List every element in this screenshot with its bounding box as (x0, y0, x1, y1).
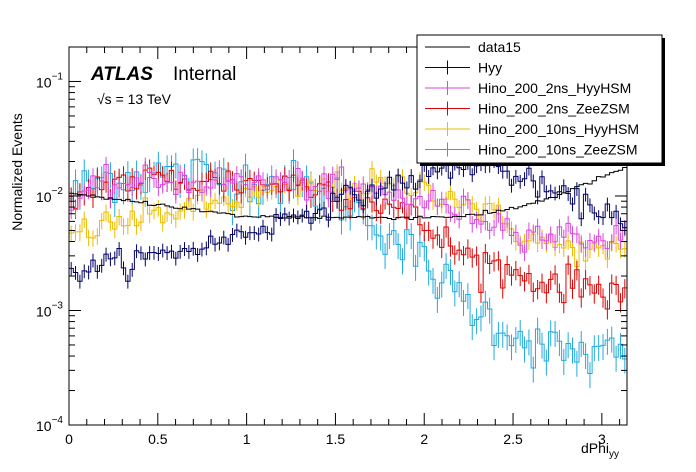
series-layer (69, 148, 627, 389)
legend-entry: Hino_200_10ns_ZeeZSM (425, 142, 638, 158)
legend-entry: Hino_200_2ns_ZeeZSM (425, 101, 630, 117)
x-tick-label: 2 (420, 431, 428, 447)
x-axis-title: dPhiyy (581, 440, 619, 460)
legend-label: data15 (478, 39, 521, 55)
legend: data15 Hyy Hino_200_2ns_HyyHSM Hino_200_2ns… (416, 34, 665, 166)
series-line-Hino_200_2ns_ZeeZSM (69, 167, 627, 310)
legend-entries: data15 Hyy Hino_200_2ns_HyyHSM Hino_200_2ns… (425, 39, 639, 158)
legend-entry: Hino_200_2ns_HyyHSM (425, 80, 631, 96)
x-tick-label: 2.5 (503, 431, 523, 447)
x-tick-label: 0 (65, 431, 73, 447)
x-tick-label: 0.5 (148, 431, 168, 447)
y-tick-label: 10−1 (36, 71, 63, 90)
y-tick-label: 10−3 (36, 300, 63, 319)
legend-label: Hino_200_2ns_HyyHSM (478, 80, 631, 96)
legend-label: Hino_200_10ns_HyyHSM (478, 121, 639, 137)
y-axis-title: Normalized Events (9, 113, 25, 231)
legend-label: Hino_200_2ns_ZeeZSM (478, 101, 630, 117)
series-line-data15 (69, 167, 627, 220)
y-tick-label: 10−2 (36, 186, 63, 205)
series-line-Hino_200_2ns_HyyHSM (69, 163, 627, 253)
x-tick-label: 3 (598, 431, 606, 447)
legend-entry: data15 (425, 39, 521, 55)
legend-box (416, 34, 663, 164)
x-tick-label: 1 (243, 431, 251, 447)
x-axis-title-main: dPhi (581, 440, 609, 456)
series-line-Hyy (69, 160, 627, 282)
legend-label: Hyy (478, 60, 502, 76)
x-axis-title-sub: yy (609, 449, 619, 460)
series-data15 (69, 167, 627, 220)
axes-layer: 0 0.5 1 1.5 2 2.5 3 10−4 10−3 10−2 10−1 (36, 46, 628, 447)
legend-label: Hino_200_10ns_ZeeZSM (478, 142, 638, 158)
y-tick-label: 10−4 (36, 415, 63, 434)
legend-entry: Hino_200_10ns_HyyHSM (425, 121, 639, 137)
x-tick-label: 1.5 (326, 431, 346, 447)
plot-frame (68, 46, 628, 426)
legend-entry: Hyy (425, 60, 502, 76)
atlas-label: ATLAS (90, 64, 153, 85)
internal-label: Internal (173, 64, 236, 85)
energy-label: √s = 13 TeV (97, 91, 172, 107)
